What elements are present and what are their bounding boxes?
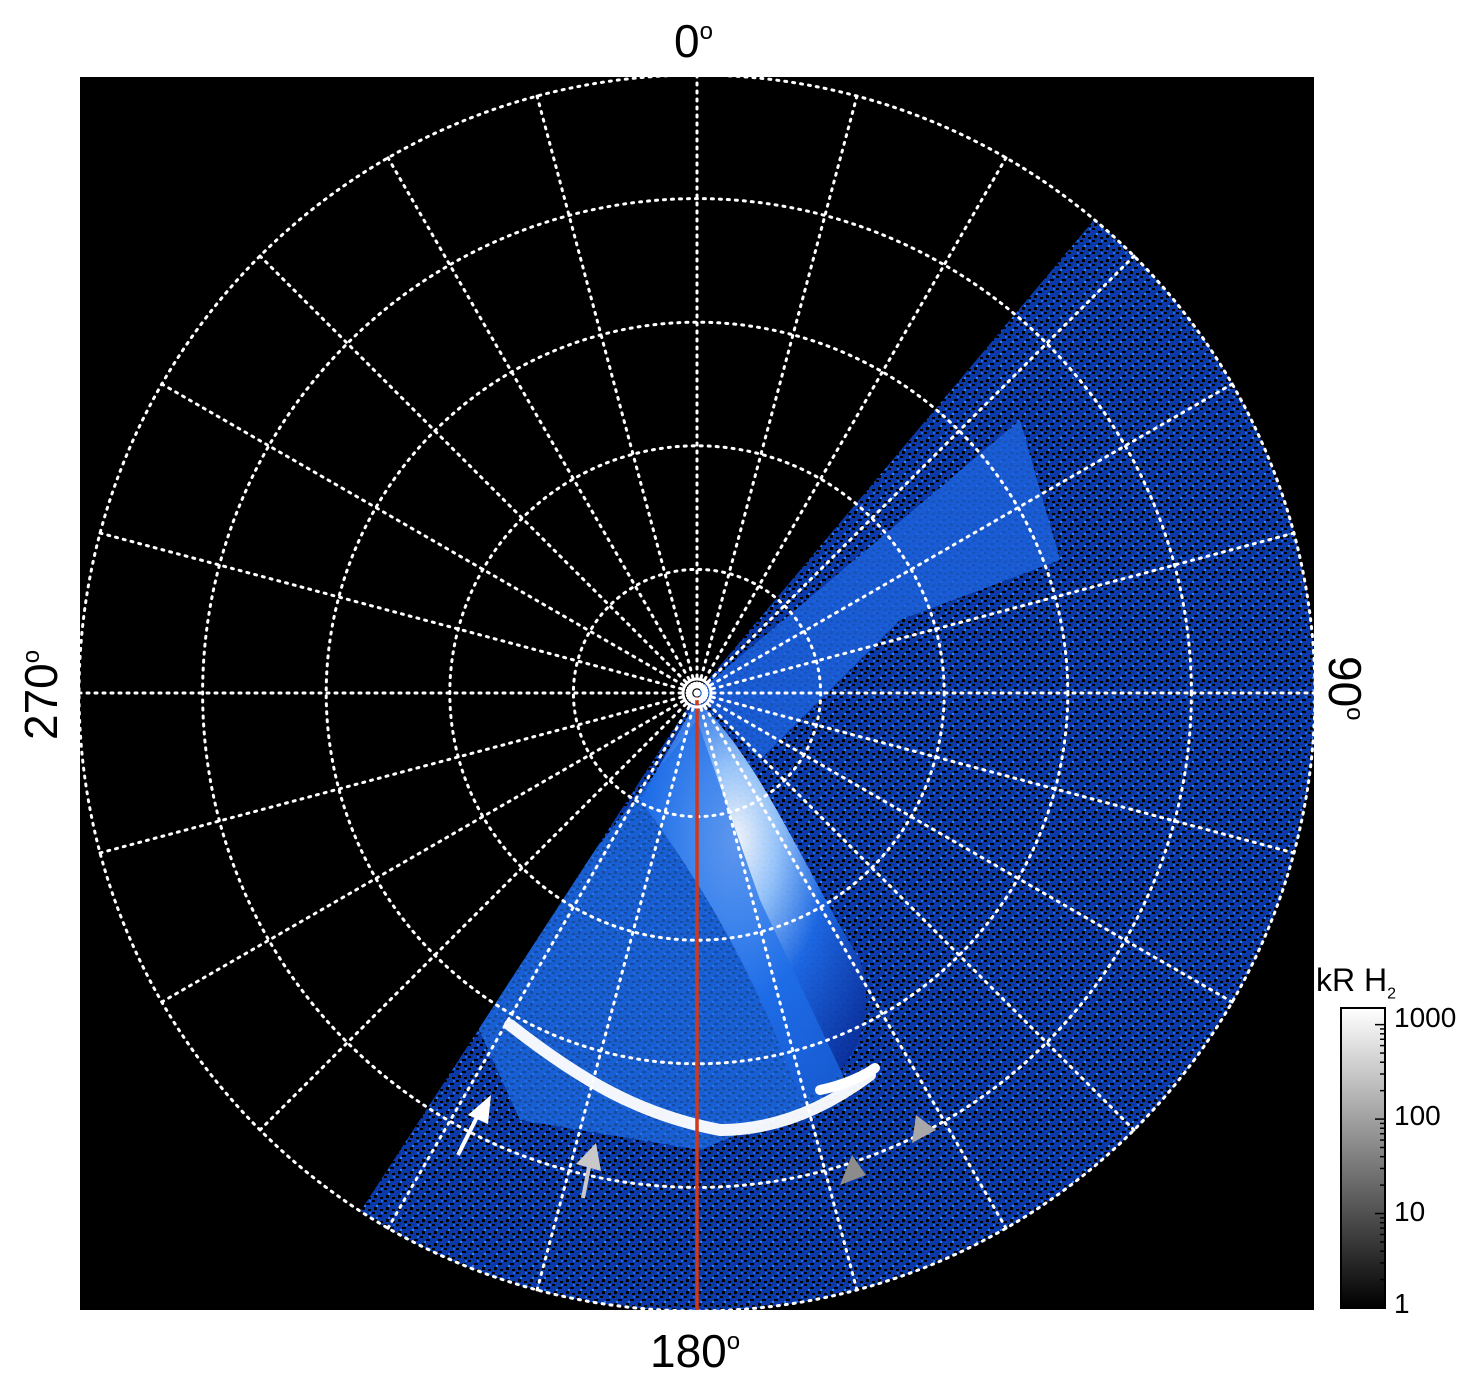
pole-marker-inner — [689, 685, 705, 701]
arrow-markers — [456, 1095, 936, 1199]
meridian-line — [386, 156, 699, 695]
latitude-ring — [324, 320, 1070, 1066]
meridian-line — [535, 94, 699, 695]
gray-arrowhead-2 — [912, 1115, 936, 1143]
light-gray-arrow — [576, 1143, 601, 1199]
pole-marker-outer — [681, 677, 713, 709]
axis-label-top: 0o — [674, 15, 713, 67]
meridian-line — [695, 691, 1234, 1004]
white-arrow — [456, 1095, 491, 1156]
meridian-line — [695, 691, 1136, 1132]
meridian-line — [695, 531, 1296, 695]
colorbar-tick-label: 1000 — [1394, 1002, 1457, 1033]
nightside-glow — [470, 720, 850, 1150]
meridian-line — [695, 156, 1008, 695]
colorbar-gradient — [1340, 1007, 1386, 1309]
meridian-line — [695, 382, 1234, 695]
main-auroral-arc — [504, 1019, 876, 1137]
meridian-line — [695, 94, 859, 695]
meridian-line — [160, 382, 699, 695]
axis-label-right: 90o — [1319, 656, 1371, 721]
meridian-line — [695, 691, 1008, 1230]
latitude-ring — [448, 444, 946, 942]
gray-arrowhead-1 — [840, 1155, 866, 1185]
colorbar-ticks — [1375, 1023, 1385, 1309]
meridian-line — [160, 691, 699, 1004]
meridian-line — [98, 691, 699, 855]
colorbar — [1340, 1007, 1386, 1309]
meridian-line — [695, 254, 1136, 695]
axis-label-left: 270o — [15, 649, 67, 740]
axis-label-bottom: 180o — [650, 1325, 741, 1377]
colorbar-title: kR H2 — [1316, 962, 1397, 1003]
colorbar-tick-label: 100 — [1394, 1100, 1441, 1131]
secondary-arc — [815, 1063, 880, 1095]
meridian-line — [258, 691, 699, 1132]
meridian-line — [98, 531, 699, 695]
meridian-line — [535, 691, 699, 1292]
colorbar-tick-label: 1 — [1394, 1288, 1410, 1319]
dayside-emission — [697, 420, 1060, 760]
colorbar-tick-label: 10 — [1394, 1196, 1426, 1227]
meridian-line — [386, 691, 699, 1230]
meridian-line — [695, 691, 859, 1292]
meridian-line — [258, 254, 699, 695]
meridian-line — [695, 691, 1296, 855]
